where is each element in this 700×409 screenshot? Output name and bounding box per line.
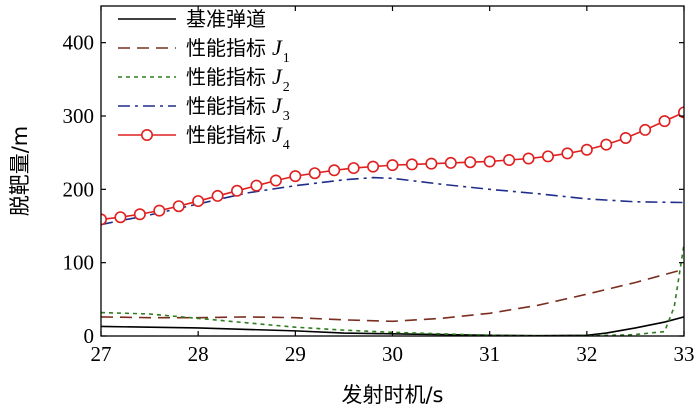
series-4-line — [101, 176, 684, 226]
y-tick-label: 200 — [63, 177, 95, 201]
series-5-marker — [211, 189, 224, 202]
series-5-marker — [250, 179, 263, 192]
y-tick-label: 0 — [84, 324, 95, 348]
legend-label: 性能指标 J3 — [186, 93, 290, 124]
series-5-marker — [580, 143, 593, 156]
legend-item-4: 性能指标 J3 — [118, 93, 290, 124]
legend-label: 性能指标 J2 — [186, 64, 290, 95]
legend-item-3: 性能指标 J2 — [118, 64, 290, 95]
series-3-line — [101, 244, 684, 336]
x-tick-label: 29 — [285, 342, 306, 366]
series-5-marker — [503, 154, 516, 167]
series-5-marker — [658, 115, 671, 128]
legend-label: 性能指标 J4 — [186, 122, 290, 153]
series-5-marker — [483, 155, 496, 168]
series-4 — [101, 176, 684, 226]
series-2 — [101, 268, 684, 323]
series-5-marker — [444, 156, 457, 169]
x-tick-label: 31 — [479, 342, 500, 366]
series-5-marker — [172, 200, 185, 213]
legend-item-1: 基准弹道 — [118, 7, 266, 31]
series-5-marker — [153, 204, 166, 217]
series-5-marker — [308, 167, 321, 180]
legend-label: 基准弹道 — [186, 7, 266, 31]
legend-subscript: 1 — [283, 51, 290, 66]
legend-symbol: J — [272, 35, 283, 60]
series-5-marker — [231, 184, 244, 197]
series-5-marker — [541, 150, 554, 163]
y-axis-title: 脱靶量/m — [8, 126, 32, 217]
legend-subscript: 3 — [283, 109, 290, 124]
legend-symbol: J — [272, 64, 283, 89]
series-5-marker — [619, 132, 632, 145]
x-tick-label: 27 — [91, 342, 112, 366]
y-tick-label: 300 — [63, 104, 95, 128]
series-5-marker — [114, 211, 127, 224]
series-5-marker — [269, 174, 282, 187]
x-axis-title: 发射时机/s — [341, 383, 443, 407]
series-5-marker — [133, 208, 146, 221]
series-5-marker — [522, 152, 535, 165]
series-5-marker — [367, 160, 380, 173]
x-tick-label: 30 — [382, 342, 403, 366]
series-3 — [101, 244, 684, 336]
series-5-marker — [425, 157, 438, 170]
series-5 — [101, 106, 684, 226]
series-5-marker — [289, 170, 302, 183]
series-5-marker — [347, 162, 360, 175]
legend-item-2: 性能指标 J1 — [118, 35, 290, 66]
series-2-line — [101, 268, 684, 323]
series-5-marker — [600, 138, 613, 151]
series-5-marker — [192, 195, 205, 208]
series-5-marker — [405, 158, 418, 171]
series-5-marker — [386, 159, 399, 172]
series-1-line — [101, 316, 684, 336]
legend-subscript: 2 — [283, 80, 290, 95]
series-5-marker — [464, 156, 477, 169]
series-5-marker — [328, 164, 341, 177]
legend-symbol: J — [272, 93, 283, 118]
legend-subscript: 4 — [283, 138, 290, 153]
series-layer — [101, 106, 684, 336]
legend-symbol: J — [272, 122, 283, 147]
legend-swatch-marker — [141, 129, 154, 142]
y-tick-label: 100 — [63, 251, 95, 275]
legend-label: 性能指标 J1 — [186, 35, 290, 66]
x-tick-label: 28 — [188, 342, 209, 366]
series-5-marker — [639, 123, 652, 136]
y-tick-label: 400 — [63, 31, 95, 55]
series-1 — [101, 316, 684, 336]
series-5-marker — [561, 147, 574, 160]
x-tick-label: 33 — [674, 342, 695, 366]
x-tick-label: 32 — [576, 342, 597, 366]
legend-item-5: 性能指标 J4 — [118, 122, 290, 153]
